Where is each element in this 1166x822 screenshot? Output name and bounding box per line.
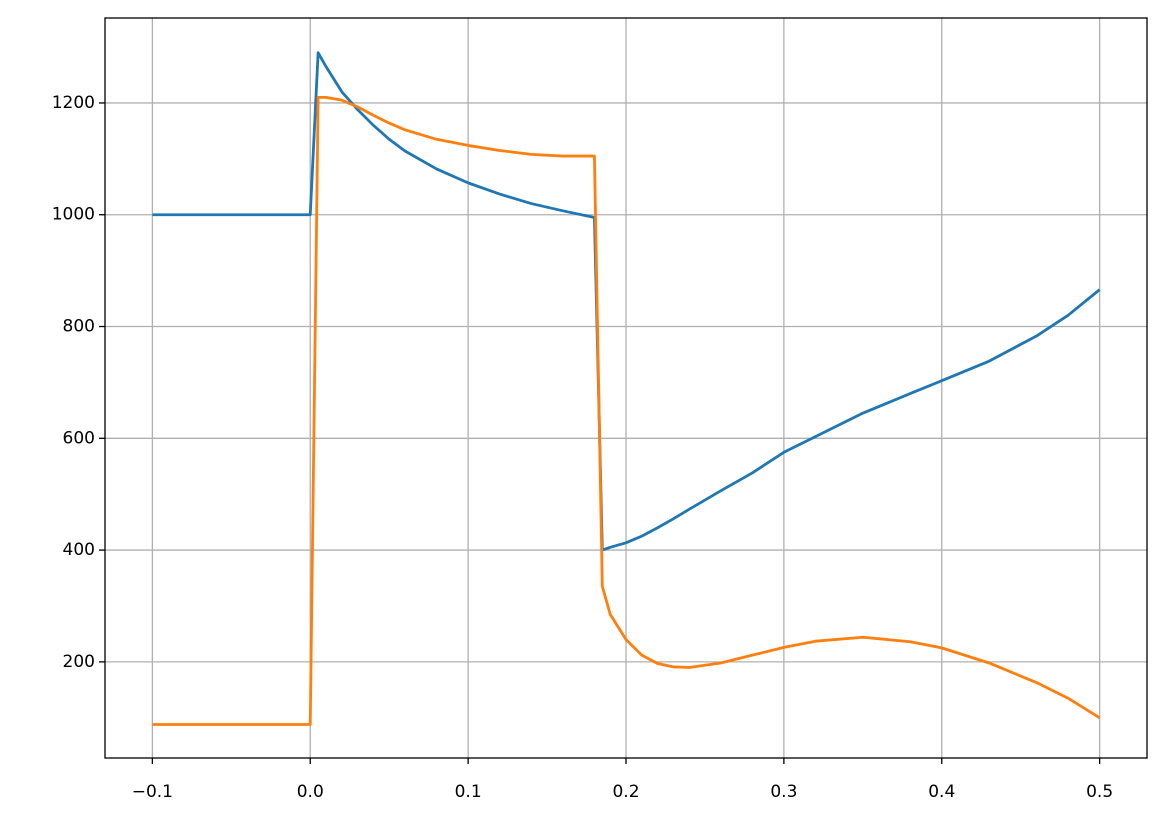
data-line: [152, 95, 1101, 726]
y-tick-label: 200: [63, 652, 95, 672]
x-tick-label: 0.5: [1086, 782, 1113, 802]
x-tick-label: 0.2: [612, 782, 639, 802]
x-tick-label: 0.3: [770, 782, 797, 802]
x-tick-label: 0.4: [928, 782, 955, 802]
x-tick-label: 0.1: [455, 782, 482, 802]
x-tick-label: 0.0: [297, 782, 324, 802]
y-tick-label: 1000: [52, 205, 95, 225]
plot-frame: [104, 17, 1148, 759]
x-tick-label: −0.1: [132, 782, 173, 802]
y-tick-label: 400: [63, 540, 95, 560]
y-tick-label: 1200: [52, 93, 95, 113]
data-line: [152, 51, 1101, 552]
y-tick-label: 600: [63, 428, 95, 448]
y-tick-label: 800: [63, 317, 95, 337]
